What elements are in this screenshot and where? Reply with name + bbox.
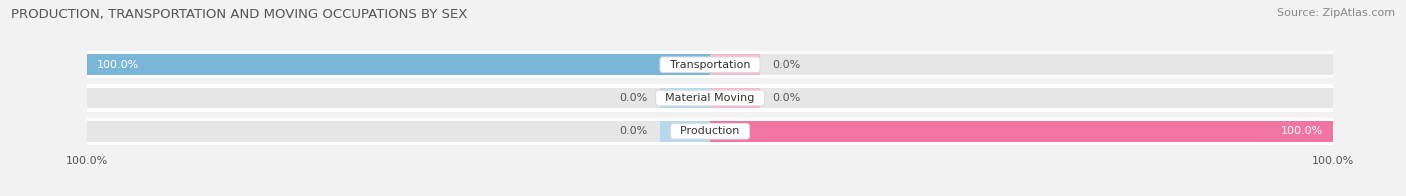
Bar <box>87 54 710 75</box>
Text: Source: ZipAtlas.com: Source: ZipAtlas.com <box>1277 8 1395 18</box>
Bar <box>710 88 1333 108</box>
Bar <box>710 54 1333 75</box>
Text: 100.0%: 100.0% <box>1281 126 1323 136</box>
Text: Material Moving: Material Moving <box>658 93 762 103</box>
Text: 0.0%: 0.0% <box>772 60 800 70</box>
Bar <box>87 54 710 75</box>
Text: 0.0%: 0.0% <box>620 126 648 136</box>
Bar <box>661 121 710 142</box>
Text: 100.0%: 100.0% <box>97 60 139 70</box>
Bar <box>661 88 710 108</box>
Bar <box>710 88 759 108</box>
Bar <box>87 84 1333 112</box>
Bar <box>710 54 759 75</box>
Bar <box>87 88 710 108</box>
Text: PRODUCTION, TRANSPORTATION AND MOVING OCCUPATIONS BY SEX: PRODUCTION, TRANSPORTATION AND MOVING OC… <box>11 8 468 21</box>
Text: Transportation: Transportation <box>662 60 758 70</box>
Text: 0.0%: 0.0% <box>620 93 648 103</box>
Bar <box>87 51 1333 78</box>
Text: 0.0%: 0.0% <box>772 93 800 103</box>
Bar <box>710 121 1333 142</box>
Text: Production: Production <box>673 126 747 136</box>
Bar <box>87 121 710 142</box>
Bar <box>87 118 1333 145</box>
Bar <box>710 121 1333 142</box>
